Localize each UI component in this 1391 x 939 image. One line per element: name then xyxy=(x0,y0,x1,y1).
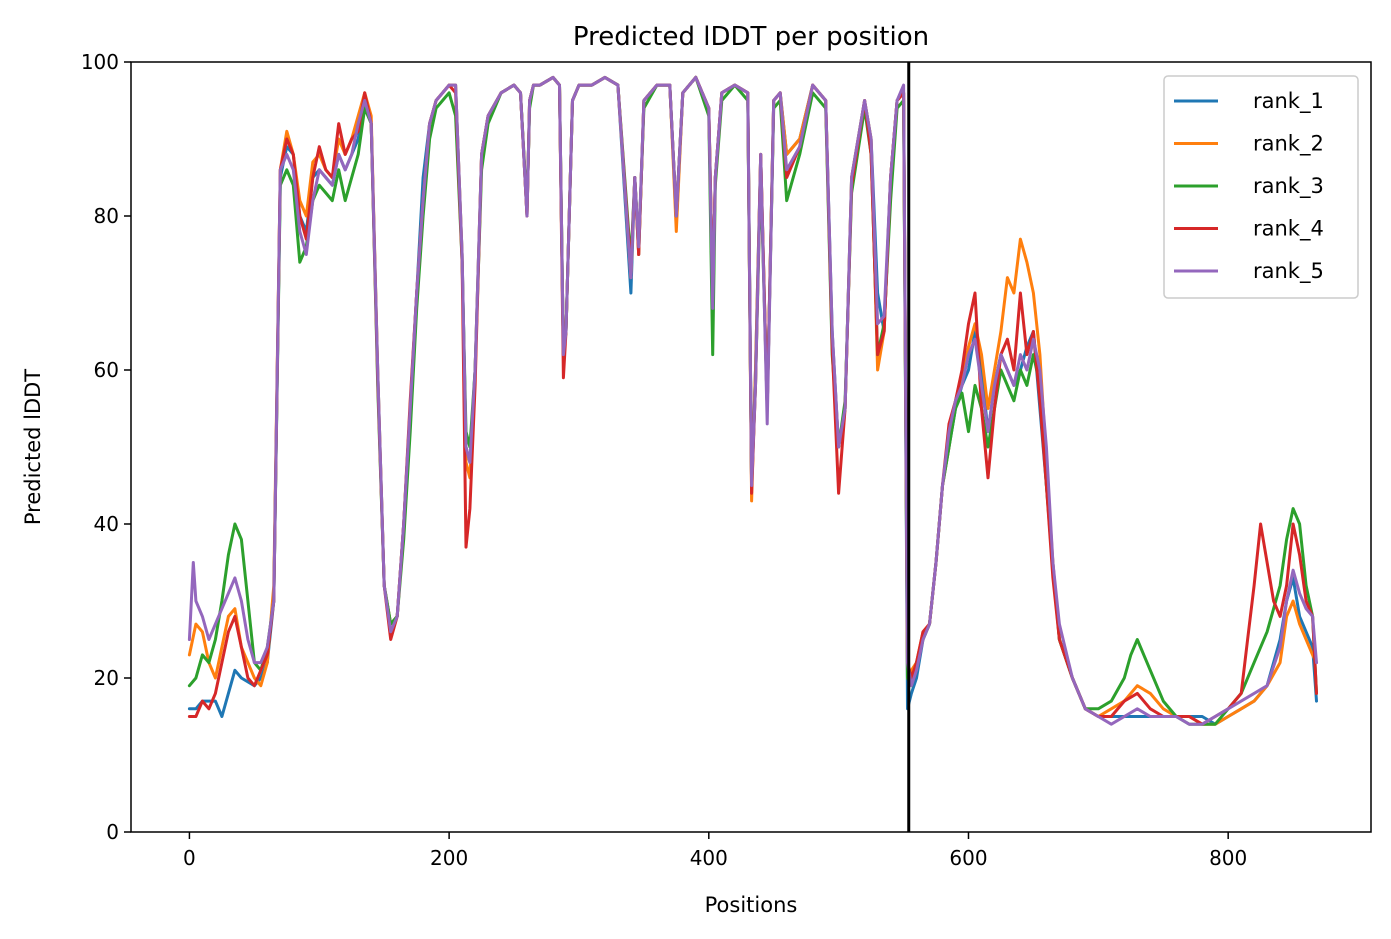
y-tick-label: 60 xyxy=(94,358,119,382)
chart-title: Predicted lDDT per position xyxy=(573,22,929,52)
series-line-rank_3 xyxy=(187,75,1318,726)
y-tick-label: 0 xyxy=(106,820,119,844)
y-axis-label: Predicted lDDT xyxy=(21,369,45,525)
y-axis: 0 20 40 60 80 100 xyxy=(81,50,131,844)
legend-label-rank_2: rank_2 xyxy=(1253,132,1324,157)
series-line-rank_1 xyxy=(187,75,1318,726)
y-tick-label: 40 xyxy=(94,512,119,536)
legend-label-rank_1: rank_1 xyxy=(1253,89,1324,114)
legend-items: rank_1 rank_2 rank_3 rank_4 rank_5 xyxy=(1174,89,1324,284)
series-line-rank_4 xyxy=(187,75,1318,726)
series-line-rank_5 xyxy=(187,75,1318,726)
x-axis: 0 200 400 600 800 xyxy=(183,832,1247,870)
y-tick-label: 100 xyxy=(81,50,119,74)
plot-frame xyxy=(130,61,1372,833)
legend: rank_1 rank_2 rank_3 rank_4 rank_5 xyxy=(1163,75,1359,299)
legend-label-rank_4: rank_4 xyxy=(1253,217,1324,242)
x-tick-label: 0 xyxy=(183,846,196,870)
series-layer xyxy=(187,75,1318,726)
series-line-rank_2 xyxy=(187,75,1318,726)
legend-box xyxy=(1163,75,1359,299)
legend-label-rank_3: rank_3 xyxy=(1253,174,1324,199)
legend-label-rank_5: rank_5 xyxy=(1253,259,1324,284)
x-tick-label: 400 xyxy=(690,846,728,870)
x-tick-label: 800 xyxy=(1209,846,1247,870)
y-tick-label: 20 xyxy=(94,666,119,690)
x-tick-label: 600 xyxy=(949,846,987,870)
x-tick-label: 200 xyxy=(430,846,468,870)
y-tick-label: 80 xyxy=(94,204,119,228)
x-axis-label: Positions xyxy=(705,893,798,917)
